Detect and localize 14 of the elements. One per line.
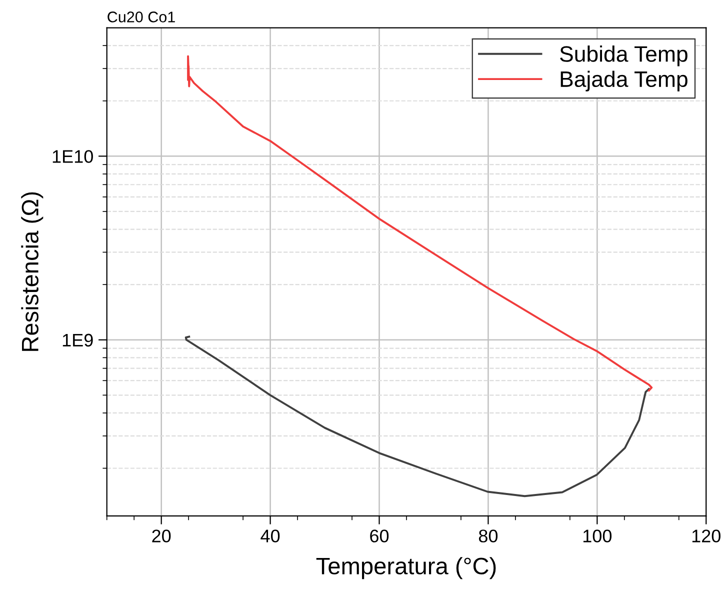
x-tick-label: 40 [260, 530, 280, 542]
x-tick-label: 100 [583, 530, 612, 542]
x-tick-label: 20 [152, 530, 171, 542]
y-axis-title: Resistencia (Ω) [21, 192, 44, 351]
x-axis-title: Temperatura (°C) [316, 557, 496, 580]
y-tick-label: 1E10 [52, 150, 93, 163]
x-tick-label: 60 [370, 530, 389, 542]
y-tick-label: 1E9 [62, 334, 93, 347]
x-tick-label: 120 [692, 530, 720, 542]
legend-label: Bajada Temp [560, 70, 688, 92]
x-tick-label: 80 [478, 530, 498, 542]
line-series [184, 336, 650, 498]
chart-title: Cu20 Co1 [108, 12, 175, 22]
legend-label: Subida Temp [560, 46, 688, 66]
